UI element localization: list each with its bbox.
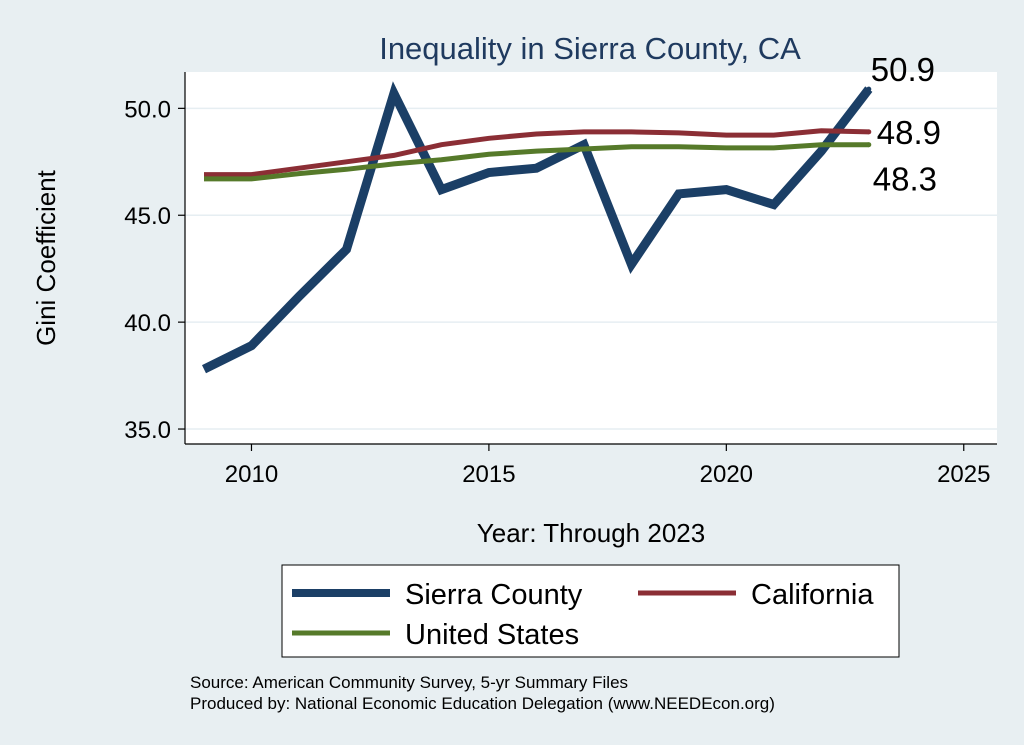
- x-tick-label: 2010: [225, 461, 278, 488]
- x-tick-label: 2015: [462, 461, 515, 488]
- end-label-united-states: 48.3: [873, 161, 937, 198]
- legend-box: [281, 564, 900, 658]
- end-label-california: 48.9: [877, 114, 941, 151]
- legend: Sierra County California United States: [281, 564, 900, 658]
- source-note: Source: American Community Survey, 5-yr …: [190, 673, 628, 692]
- y-ticks: 35.0 40.0 45.0 50.0: [124, 96, 185, 444]
- x-ticks: 2010 2015 2020 2025: [225, 444, 990, 488]
- series-lines: [202, 81, 873, 374]
- legend-label-california: California: [751, 579, 874, 611]
- x-tick-label: 2020: [700, 461, 753, 488]
- end-point-california: [866, 129, 872, 135]
- x-axis-title: Year: Through 2023: [477, 518, 705, 548]
- y-tick-label: 35.0: [124, 417, 171, 444]
- producer-note: Produced by: National Economic Education…: [190, 694, 775, 713]
- end-label-sierra-county: 50.9: [871, 51, 935, 88]
- axes: [184, 72, 997, 445]
- end-point-united-states: [866, 142, 872, 148]
- y-tick-label: 45.0: [124, 203, 171, 230]
- x-tick-label: 2025: [937, 461, 990, 488]
- end-labels: 50.9 48.9 48.3: [871, 51, 941, 198]
- series-line-united-states: [204, 142, 869, 182]
- plot-area: [185, 72, 997, 444]
- series-line-sierra-county: [202, 81, 873, 374]
- legend-label-sierra-county: Sierra County: [405, 579, 583, 611]
- chart-title: Inequality in Sierra County, CA: [379, 31, 801, 66]
- y-axis-title: Gini Coefficient: [31, 169, 61, 346]
- series-line-california: [204, 128, 869, 178]
- y-tick-label: 40.0: [124, 310, 171, 337]
- y-tick-label: 50.0: [124, 96, 171, 123]
- grid-lines: [185, 107, 997, 430]
- legend-label-united-states: United States: [405, 619, 579, 651]
- end-point-sierra-county: [866, 86, 872, 92]
